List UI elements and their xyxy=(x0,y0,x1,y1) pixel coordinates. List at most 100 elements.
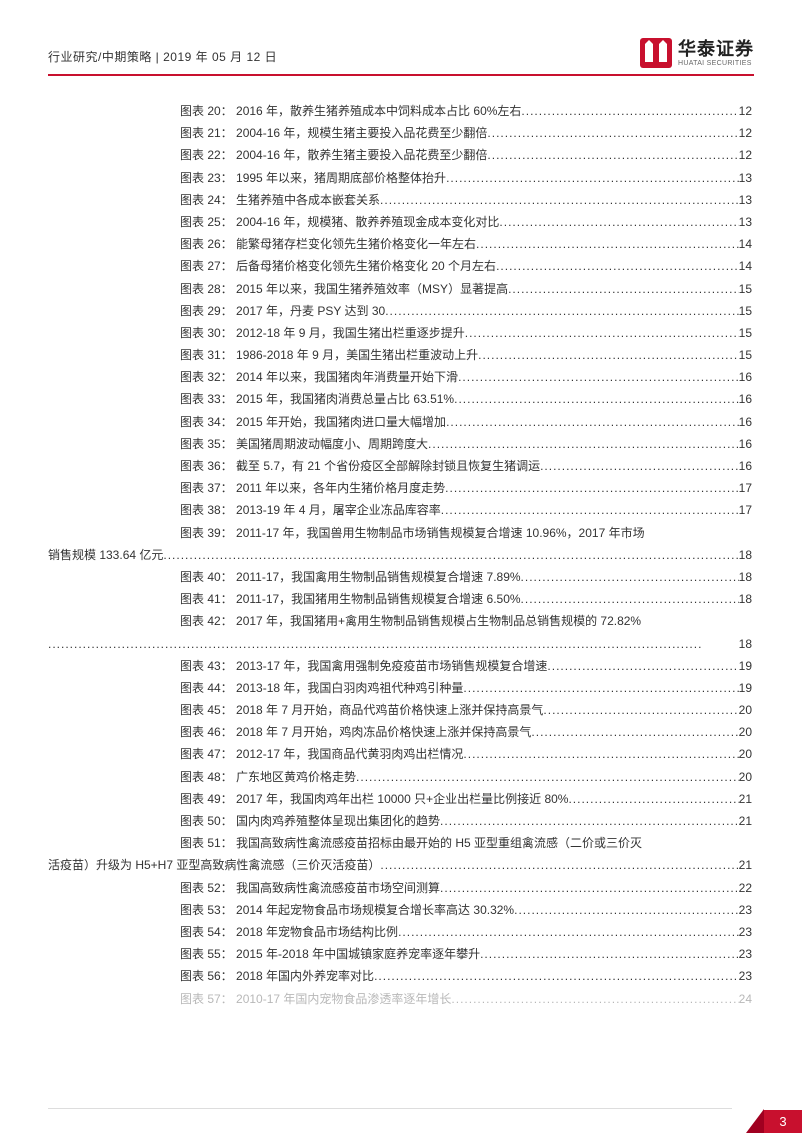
toc-title: 2013-18 年，我国白羽肉鸡祖代种鸡引种量 xyxy=(236,677,463,699)
toc-leader-dots xyxy=(380,189,739,211)
toc-entry: 图表 27： 后备母猪价格变化领先生猪价格变化 20 个月左右14 xyxy=(180,255,752,277)
toc-leader-dots xyxy=(487,144,738,166)
toc-figure-label: 图表 21： xyxy=(180,122,236,144)
toc-entry: 图表 22： 2004-16 年，散养生猪主要投入品花费至少翻倍 12 xyxy=(180,144,752,166)
toc-title: 2011 年以来，各年内生猪价格月度走势 xyxy=(236,477,445,499)
toc-figure-label: 图表 37： xyxy=(180,477,236,499)
toc-entry: 图表 45： 2018 年 7 月开始，商品代鸡苗价格快速上涨并保持高景气20 xyxy=(180,699,752,721)
toc-figure-label: 图表 40： xyxy=(180,566,236,588)
toc-entry: 图表 49： 2017 年，我国肉鸡年出栏 10000 只+企业出栏量比例接近 … xyxy=(180,788,752,810)
toc-title: 2004-16 年，规模生猪主要投入品花费至少翻倍 xyxy=(236,122,487,144)
toc-entry: 图表 24： 生猪养殖中各成本嵌套关系13 xyxy=(180,189,752,211)
toc-page-num: 13 xyxy=(739,167,752,189)
toc-figure-label: 图表 25： xyxy=(180,211,236,233)
toc-leader-dots xyxy=(480,943,739,965)
toc-leader-dots xyxy=(499,211,738,233)
toc-figure-label: 图表 36： xyxy=(180,455,236,477)
toc-page-num: 16 xyxy=(739,433,752,455)
toc-title: 国内肉鸡养殖整体呈现出集团化的趋势 xyxy=(236,810,440,832)
toc-leader-dots xyxy=(441,499,739,521)
toc-leader-dots xyxy=(547,655,738,677)
toc-page-num: 14 xyxy=(739,233,752,255)
toc-page-num: 20 xyxy=(739,699,752,721)
toc-page-num: 15 xyxy=(739,278,752,300)
toc-figure-label: 图表 26： xyxy=(180,233,236,255)
toc-title: 我国高致病性禽流感疫苗市场空间测算 xyxy=(236,877,440,899)
toc-leader-dots xyxy=(398,921,739,943)
toc-page-num: 23 xyxy=(739,943,752,965)
toc-title: 2011-17，我国猪用生物制品销售规模复合增速 6.50% xyxy=(236,588,521,610)
logo-text-en: HUATAI SECURITIES xyxy=(678,60,754,67)
company-logo: 华泰证券 HUATAI SECURITIES xyxy=(640,38,754,68)
toc-figure-label: 图表 30： xyxy=(180,322,236,344)
toc-entry: 图表 20： 2016 年，散养生猪养殖成本中饲料成本占比 60%左右12 xyxy=(180,100,752,122)
toc-page-num: 21 xyxy=(739,788,752,810)
toc-title: 后备母猪价格变化领先生猪价格变化 20 个月左右 xyxy=(236,255,496,277)
toc-leader-dots xyxy=(465,322,739,344)
toc-leader-dots xyxy=(463,677,738,699)
toc-entry: 图表 53： 2014 年起宠物食品市场规模复合增长率高达 30.32% 23 xyxy=(180,899,752,921)
toc-figure-label: 图表 35： xyxy=(180,433,236,455)
toc-figure-label: 图表 24： xyxy=(180,189,236,211)
toc-entry: 图表 52： 我国高致病性禽流感疫苗市场空间测算22 xyxy=(180,877,752,899)
toc-leader-dots xyxy=(374,965,739,987)
toc-page-num: 12 xyxy=(739,144,752,166)
toc-figure-label: 图表 53： xyxy=(180,899,236,921)
toc-leader-dots xyxy=(543,699,738,721)
toc-title: 2015 年开始，我国猪肉进口量大幅增加 xyxy=(236,411,446,433)
toc-leader-dots xyxy=(428,433,739,455)
toc-title: 2016 年，散养生猪养殖成本中饲料成本占比 60%左右 xyxy=(236,100,521,122)
toc-entry: 图表 26： 能繁母猪存栏变化领先生猪价格变化一年左右14 xyxy=(180,233,752,255)
toc-leader-dots xyxy=(446,167,739,189)
toc-leader-dots xyxy=(385,300,738,322)
toc-figure-label: 图表 27： xyxy=(180,255,236,277)
toc-entry: 图表 46： 2018 年 7 月开始，鸡肉冻品价格快速上涨并保持高景气20 xyxy=(180,721,752,743)
toc-entry: 图表 23： 1995 年以来，猪周期底部价格整体抬升13 xyxy=(180,167,752,189)
toc-title: 2017 年，丹麦 PSY 达到 30 xyxy=(236,300,385,322)
logo-text-cn: 华泰证券 xyxy=(678,40,754,58)
toc-figure-label: 图表 54： xyxy=(180,921,236,943)
toc-title: 2018 年国内外养宠率对比 xyxy=(236,965,374,987)
toc-figure-label: 图表 22： xyxy=(180,144,236,166)
toc-title: 2015 年，我国猪肉消费总量占比 63.51% xyxy=(236,388,454,410)
toc-entry: 图表 47： 2012-17 年，我国商品代黄羽肉鸡出栏情况20 xyxy=(180,743,752,765)
toc-figure-label: 图表 44： xyxy=(180,677,236,699)
huatai-logo-icon xyxy=(640,38,672,68)
toc-entry: 图表 35： 美国猪周期波动幅度小、周期跨度大16 xyxy=(180,433,752,455)
toc-entry: 图表 44： 2013-18 年，我国白羽肉鸡祖代种鸡引种量19 xyxy=(180,677,752,699)
toc-figure-label: 图表 52： xyxy=(180,877,236,899)
toc-page-num: 12 xyxy=(739,122,752,144)
toc-title: 广东地区黄鸡价格走势 xyxy=(236,766,356,788)
toc-leader-dots xyxy=(521,566,739,588)
toc-figure-label: 图表 45： xyxy=(180,699,236,721)
toc-figure-label: 图表 41： xyxy=(180,588,236,610)
toc-entry: 图表 38： 2013-19 年 4 月，屠宰企业冻品库容率17 xyxy=(180,499,752,521)
toc-title-cont: 销售规模 133.64 亿元 xyxy=(48,544,163,566)
toc-entry: 图表 34： 2015 年开始，我国猪肉进口量大幅增加16 xyxy=(180,411,752,433)
toc-entry: 图表 25： 2004-16 年，规模猪、散养养殖现金成本变化对比 13 xyxy=(180,211,752,233)
toc-entry: 图表 50： 国内肉鸡养殖整体呈现出集团化的趋势21 xyxy=(180,810,752,832)
toc-page-num: 23 xyxy=(739,899,752,921)
toc-entry: 图表 29： 2017 年，丹麦 PSY 达到 3015 xyxy=(180,300,752,322)
toc-page-num: 12 xyxy=(739,100,752,122)
toc-title: 2014 年起宠物食品市场规模复合增长率高达 30.32% xyxy=(236,899,514,921)
toc-entry: 图表 57： 2010-17 年国内宠物食品渗透率逐年增长24 xyxy=(180,988,752,1010)
table-of-contents: 图表 20： 2016 年，散养生猪养殖成本中饲料成本占比 60%左右12图表 … xyxy=(48,100,754,1010)
toc-entry: 图表 36： 截至 5.7，有 21 个省份疫区全部解除封锁且恢复生猪调运16 xyxy=(180,455,752,477)
toc-entry: 图表 30： 2012-18 年 9 月，我国生猪出栏重逐步提升15 xyxy=(180,322,752,344)
toc-entry: 图表 39： 2011-17 年，我国兽用生物制品市场销售规模复合增速 10.9… xyxy=(180,522,752,566)
toc-page-num: 13 xyxy=(739,211,752,233)
toc-entry: 图表 31： 1986-2018 年 9 月，美国生猪出栏重波动上升15 xyxy=(180,344,752,366)
toc-title: 2017 年，我国猪用+禽用生物制品销售规模占生物制品总销售规模的 72.82% xyxy=(236,614,641,628)
toc-page-num: 16 xyxy=(739,388,752,410)
footer-decoration xyxy=(746,1109,764,1133)
toc-title: 2004-16 年，散养生猪主要投入品花费至少翻倍 xyxy=(236,144,487,166)
toc-leader-dots xyxy=(454,388,739,410)
toc-page-num: 15 xyxy=(739,344,752,366)
toc-figure-label: 图表 49： xyxy=(180,788,236,810)
toc-title: 2004-16 年，规模猪、散养养殖现金成本变化对比 xyxy=(236,211,499,233)
toc-page-num: 19 xyxy=(739,655,752,677)
toc-page-num: 15 xyxy=(739,322,752,344)
toc-page-num: 20 xyxy=(739,721,752,743)
toc-title: 2018 年 7 月开始，鸡肉冻品价格快速上涨并保持高景气 xyxy=(236,721,531,743)
